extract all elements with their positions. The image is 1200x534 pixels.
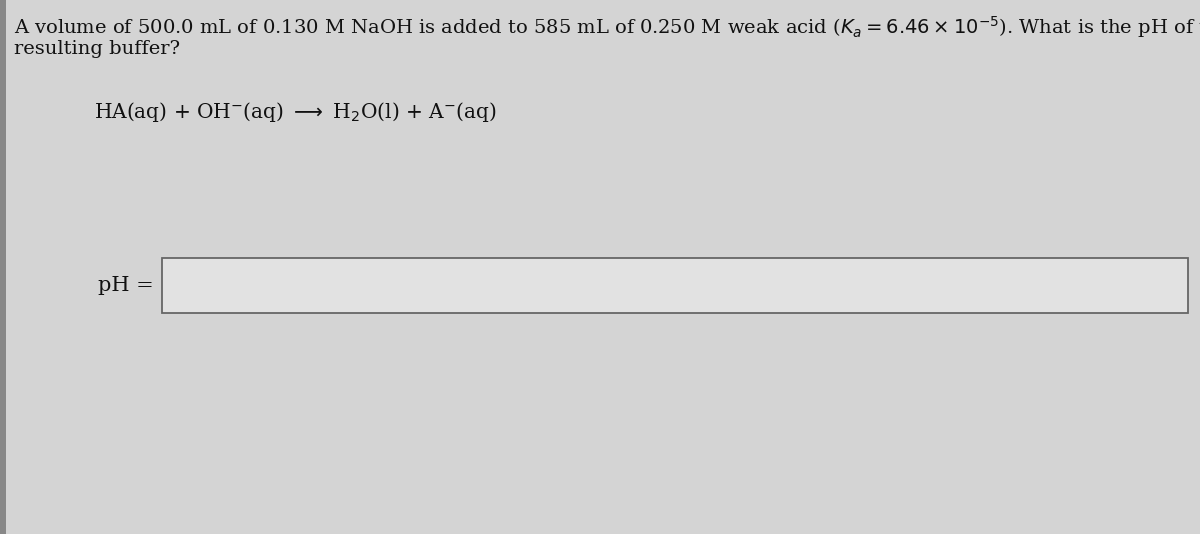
Text: A volume of 500.0 mL of 0.130 M NaOH is added to 585 mL of 0.250 M weak acid ($K: A volume of 500.0 mL of 0.130 M NaOH is … — [14, 14, 1200, 40]
Text: HA(aq) + OH$^\mathsf{-}$(aq) $\longrightarrow$ H$_\mathsf{2}$O(l) + A$^\mathsf{-: HA(aq) + OH$^\mathsf{-}$(aq) $\longright… — [94, 100, 497, 124]
Text: pH =: pH = — [98, 276, 154, 295]
Text: resulting buffer?: resulting buffer? — [14, 40, 180, 58]
FancyBboxPatch shape — [162, 258, 1188, 313]
Bar — [0, 0, 6, 534]
